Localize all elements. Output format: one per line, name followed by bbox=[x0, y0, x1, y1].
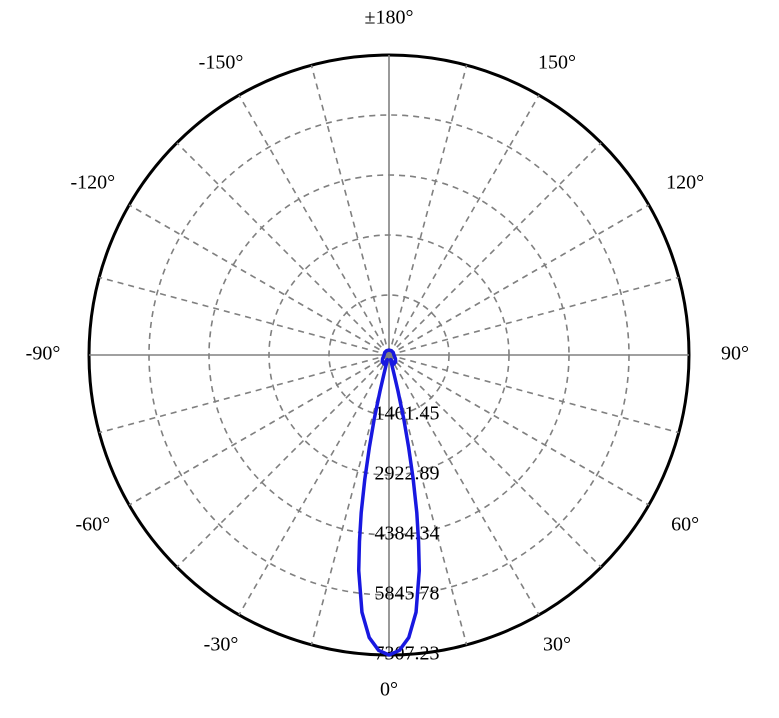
angle-label: ±180° bbox=[365, 7, 414, 29]
angle-label: -150° bbox=[199, 52, 244, 74]
grid-spoke bbox=[239, 95, 389, 355]
grid-spoke bbox=[389, 143, 601, 355]
radial-label: 4384.34 bbox=[375, 523, 440, 545]
grid-spoke bbox=[389, 277, 679, 355]
radial-label: 5845.78 bbox=[375, 583, 440, 605]
angle-label: -60° bbox=[75, 514, 110, 536]
grid-spoke bbox=[389, 355, 539, 615]
angle-label: 0° bbox=[380, 679, 398, 701]
angle-label: -90° bbox=[26, 343, 61, 365]
grid-spoke bbox=[129, 205, 389, 355]
polar-chart: ±180° 150° 120° 90° 60° 30° 0° -30° -60° -90° -120… bbox=[0, 0, 779, 718]
angle-label: -30° bbox=[204, 634, 239, 656]
angle-label: 150° bbox=[538, 52, 576, 74]
grid-spoke bbox=[389, 95, 539, 355]
grid-spoke bbox=[177, 355, 389, 567]
angle-label: 60° bbox=[671, 514, 699, 536]
angle-label: 90° bbox=[721, 343, 749, 365]
radial-label: 2922.89 bbox=[375, 463, 440, 485]
grid-spoke bbox=[311, 65, 389, 355]
radial-label: 1461.45 bbox=[375, 403, 440, 425]
angle-label: 120° bbox=[666, 172, 704, 194]
grid-spoke bbox=[389, 205, 649, 355]
grid-spoke bbox=[99, 355, 389, 433]
grid-spoke bbox=[99, 277, 389, 355]
grid-spoke bbox=[129, 355, 389, 505]
angle-label: -120° bbox=[70, 172, 115, 194]
angle-label: 30° bbox=[543, 634, 571, 656]
grid-spoke bbox=[177, 143, 389, 355]
grid-spoke bbox=[389, 65, 467, 355]
grid-spoke bbox=[239, 355, 389, 615]
